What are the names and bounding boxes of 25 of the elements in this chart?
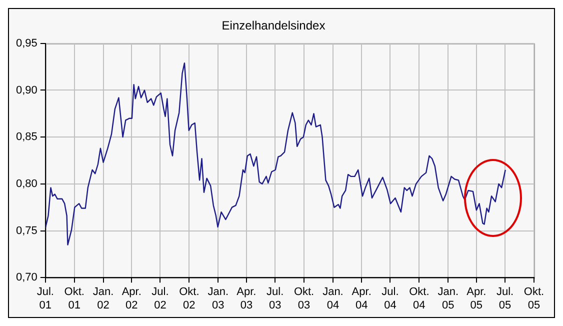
y-tick-label: 0,75	[16, 224, 38, 237]
y-tick-label: 0,85	[16, 131, 38, 144]
x-tick-label: Jan. 05	[438, 286, 459, 312]
y-tick-label: 0,80	[16, 178, 38, 190]
x-tick-label: Apr. 03	[236, 286, 256, 312]
y-tick-label: 0,95	[16, 37, 38, 50]
x-tick-label: Jan. 02	[92, 286, 114, 312]
x-tick-label: Jan. 04	[322, 286, 344, 312]
y-tick-label: 0,70	[16, 272, 38, 284]
x-tick-label: Okt. 01	[64, 286, 84, 312]
x-tick-label: Apr. 04	[352, 286, 372, 312]
x-tick-label: Apr. 02	[122, 286, 142, 312]
x-tick-label: Jul. 02	[152, 286, 169, 312]
x-tick-label: Okt. 04	[409, 286, 430, 312]
x-tick-label: Apr. 05	[466, 286, 486, 312]
x-tick-label: Jan. 03	[208, 286, 229, 312]
chart-title: Einzelhandelsindex	[222, 18, 326, 33]
x-tick-label: Okt. 02	[179, 286, 200, 312]
x-tick-label: Okt. 03	[294, 286, 314, 312]
x-tick-label: Jul. 01	[36, 286, 54, 312]
x-tick-label: Okt. 05	[524, 286, 544, 312]
y-tick-label: 0,90	[16, 84, 38, 96]
x-tick-label: Jul. 03	[266, 286, 284, 312]
x-tick-label: Jul. 05	[496, 286, 514, 312]
x-tick-label: Jul. 04	[382, 286, 399, 312]
